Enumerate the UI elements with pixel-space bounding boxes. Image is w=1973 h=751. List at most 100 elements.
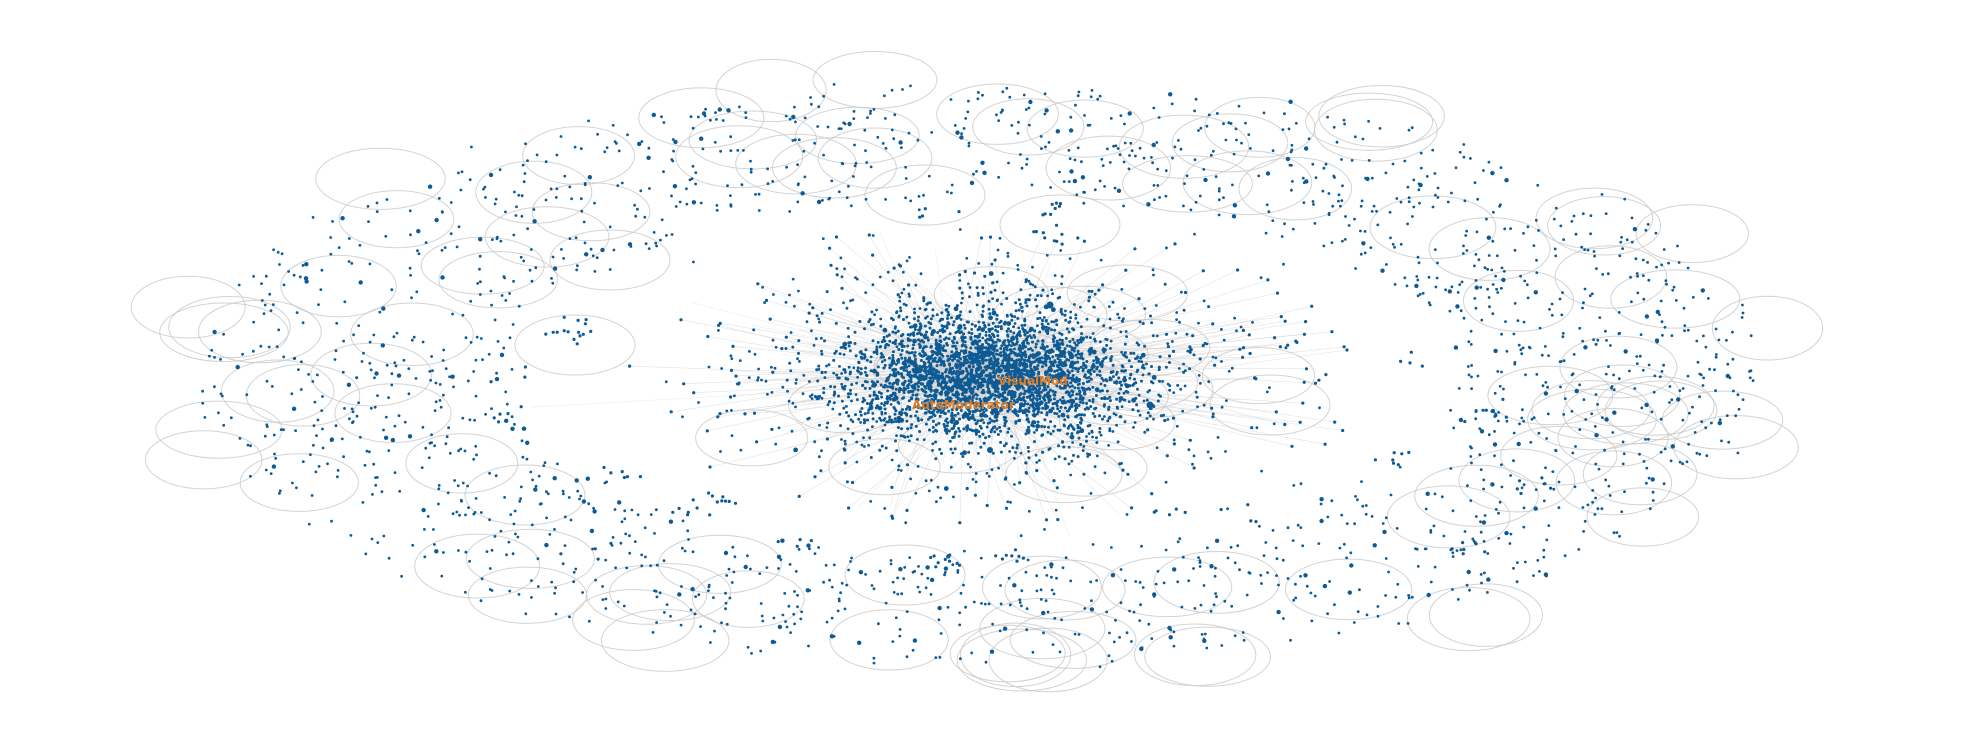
graph-node — [1110, 573, 1116, 578]
graph-node — [1075, 392, 1079, 396]
graph-node — [1164, 194, 1168, 198]
graph-node — [1301, 544, 1305, 548]
graph-node — [1123, 141, 1127, 145]
graph-node — [975, 286, 979, 290]
graph-node — [312, 443, 315, 447]
graph-node — [907, 283, 911, 287]
graph-node — [581, 332, 585, 336]
graph-node — [896, 426, 900, 430]
graph-node — [1676, 397, 1681, 402]
graph-node — [383, 435, 389, 440]
graph-node — [1052, 339, 1056, 343]
graph-node — [1490, 409, 1494, 413]
graph-node — [1041, 450, 1045, 454]
graph-node — [1436, 196, 1440, 199]
graph-node — [514, 532, 517, 536]
graph-node — [274, 457, 278, 460]
graph-node — [906, 386, 910, 390]
graph-node — [973, 428, 979, 434]
graph-node — [759, 602, 763, 605]
graph-node — [488, 567, 492, 570]
graph-node — [866, 411, 870, 415]
graph-node — [837, 599, 841, 603]
graph-node — [1612, 410, 1617, 415]
graph-node — [950, 191, 953, 195]
graph-node — [946, 354, 950, 358]
graph-node — [1470, 375, 1473, 379]
graph-node — [449, 232, 453, 236]
graph-node — [1039, 598, 1043, 601]
graph-node — [686, 529, 690, 533]
graph-node — [591, 547, 594, 551]
graph-node — [938, 334, 942, 338]
graph-node — [983, 602, 987, 606]
self-loop-edge — [1318, 84, 1445, 148]
graph-node — [707, 589, 710, 593]
graph-node — [1670, 398, 1674, 402]
graph-node — [859, 413, 863, 417]
graph-node — [654, 508, 658, 512]
graph-node — [884, 117, 887, 120]
graph-node — [837, 394, 840, 398]
graph-node — [967, 331, 971, 335]
graph-node — [1172, 442, 1176, 446]
graph-node — [969, 336, 973, 340]
graph-node — [787, 604, 791, 608]
graph-node — [1127, 111, 1132, 116]
graph-node — [1076, 377, 1080, 381]
self-loop-edge — [1458, 448, 1576, 513]
graph-node — [514, 214, 518, 217]
graph-node — [468, 178, 472, 182]
graph-edge — [880, 323, 986, 358]
graph-node — [1497, 536, 1501, 540]
graph-node — [444, 367, 448, 370]
graph-node — [1039, 390, 1043, 394]
graph-node — [891, 318, 895, 322]
graph-node — [1101, 417, 1104, 421]
graph-node — [1274, 410, 1278, 414]
graph-node — [1058, 338, 1062, 342]
graph-node — [1012, 325, 1016, 329]
graph-node — [1076, 423, 1080, 427]
graph-node — [1461, 252, 1465, 255]
graph-node — [1440, 495, 1444, 499]
graph-node — [721, 495, 725, 499]
graph-node — [1518, 422, 1521, 426]
graph-node — [265, 423, 269, 427]
graph-node — [869, 369, 873, 373]
graph-node — [245, 393, 249, 397]
graph-node — [1363, 251, 1367, 255]
graph-node — [1014, 309, 1018, 313]
graph-node — [276, 250, 280, 254]
graph-node — [535, 153, 539, 157]
graph-node — [813, 475, 817, 479]
graph-node — [913, 311, 917, 315]
graph-node — [843, 461, 847, 465]
graph-node — [803, 116, 807, 120]
self-loop-edge — [1122, 155, 1253, 213]
graph-node — [1164, 169, 1168, 173]
graph-node — [798, 538, 802, 542]
self-loop-edge — [1369, 195, 1497, 260]
graph-node — [1436, 261, 1439, 265]
graph-node — [1101, 164, 1105, 168]
graph-node — [708, 465, 712, 469]
graph-node — [495, 237, 499, 241]
graph-node — [1570, 220, 1574, 223]
graph-node — [1241, 355, 1245, 359]
graph-node — [987, 387, 991, 391]
graph-node — [1702, 334, 1705, 338]
graph-node — [1044, 599, 1048, 603]
graph-node — [292, 357, 296, 360]
graph-edge — [629, 365, 989, 379]
graph-node — [451, 512, 455, 516]
graph-node — [437, 487, 441, 491]
graph-node — [708, 513, 712, 517]
self-loop-edge — [531, 182, 651, 242]
graph-node — [1229, 122, 1233, 125]
graph-node — [1137, 297, 1141, 301]
graph-node — [587, 119, 590, 123]
graph-node — [444, 442, 448, 446]
graph-node — [1681, 418, 1685, 422]
graph-node — [918, 590, 922, 594]
